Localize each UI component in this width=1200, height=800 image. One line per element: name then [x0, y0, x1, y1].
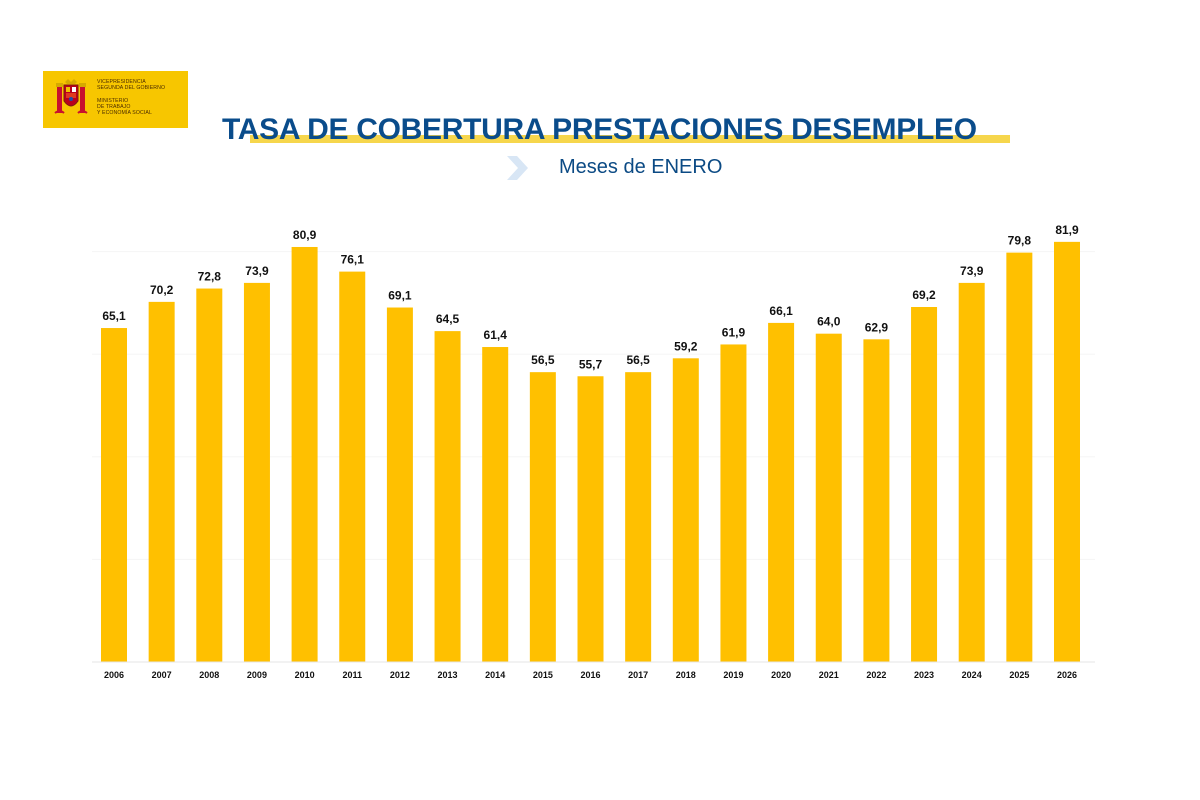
- value-label-2007: 70,2: [150, 283, 174, 297]
- bar-2018: [672, 358, 699, 662]
- bar-2008: [196, 288, 223, 662]
- x-tick-label-2026: 2026: [1057, 670, 1077, 680]
- bar-2016: [577, 376, 604, 662]
- x-tick-label-2023: 2023: [914, 670, 934, 680]
- x-tick-label-2022: 2022: [866, 670, 886, 680]
- x-tick-label-2012: 2012: [390, 670, 410, 680]
- value-label-2024: 73,9: [960, 264, 984, 278]
- logo-line-3: MINISTERIO: [97, 98, 129, 104]
- value-label-2013: 64,5: [436, 312, 460, 326]
- value-label-2023: 69,2: [912, 288, 936, 302]
- title-highlight: [250, 135, 1010, 143]
- value-label-2019: 61,9: [722, 325, 746, 339]
- x-tick-label-2008: 2008: [199, 670, 219, 680]
- logo-line-2: SEGUNDA DEL GOBIERNO: [97, 85, 166, 91]
- bar-2009: [243, 282, 270, 662]
- chevron-right-icon: [507, 156, 528, 180]
- bar-2015: [529, 372, 556, 662]
- value-label-2008: 72,8: [198, 270, 222, 284]
- bar-2007: [148, 301, 175, 662]
- x-tick-label-2019: 2019: [723, 670, 743, 680]
- x-tick-label-2010: 2010: [295, 670, 315, 680]
- bar-2024: [958, 282, 985, 662]
- x-tick-label-2018: 2018: [676, 670, 696, 680]
- government-logo: VICEPRESIDENCIA SEGUNDA DEL GOBIERNO MIN…: [43, 71, 188, 128]
- value-labels-layer: 65,1 70,2 72,8 73,9 80,9 76,1 69,1 64,5 61,4 56,5…: [102, 223, 1079, 371]
- x-tick-label-2021: 2021: [819, 670, 839, 680]
- chart-subtitle: Meses de ENERO: [559, 156, 723, 178]
- x-tick-label-2007: 2007: [152, 670, 172, 680]
- x-tick-label-2016: 2016: [580, 670, 600, 680]
- bar-2014: [482, 347, 509, 662]
- bar-2017: [625, 372, 652, 662]
- value-label-2017: 56,5: [626, 353, 650, 367]
- value-label-2016: 55,7: [579, 357, 603, 371]
- x-tick-label-2024: 2024: [962, 670, 982, 680]
- x-tick-label-2013: 2013: [438, 670, 458, 680]
- value-label-2025: 79,8: [1008, 234, 1032, 248]
- logo-line-5: Y ECONOMÍA SOCIAL: [97, 110, 152, 116]
- logo-line-4: DE TRABAJO: [97, 104, 131, 110]
- value-label-2020: 66,1: [769, 304, 793, 318]
- x-tick-label-2017: 2017: [628, 670, 648, 680]
- bar-2021: [815, 333, 842, 662]
- x-tick-labels-layer: 2006 2007 2008 2009 2010 2011 2012 2013 2014 2015…: [104, 670, 1077, 680]
- x-tick-label-2011: 2011: [342, 670, 362, 680]
- bar-2010: [291, 246, 318, 662]
- x-tick-label-2014: 2014: [485, 670, 505, 680]
- bar-2012: [386, 307, 413, 662]
- spain-coat-of-arms-icon: [54, 79, 88, 114]
- subtitle-row: Meses de ENERO: [505, 154, 765, 182]
- value-label-2026: 81,9: [1055, 223, 1079, 237]
- x-tick-label-2009: 2009: [247, 670, 267, 680]
- bar-2011: [339, 271, 366, 662]
- chart-title: TASA DE COBERTURA PRESTACIONES DESEMPLEO: [222, 113, 977, 146]
- bar-2026: [1054, 241, 1080, 662]
- value-label-2010: 80,9: [293, 228, 317, 242]
- bar-2020: [768, 322, 795, 662]
- bar-2013: [434, 331, 461, 662]
- value-label-2011: 76,1: [341, 253, 365, 267]
- x-tick-label-2020: 2020: [771, 670, 791, 680]
- value-label-2022: 62,9: [865, 320, 889, 334]
- bar-2022: [863, 339, 890, 662]
- value-label-2018: 59,2: [674, 339, 698, 353]
- logo-line-1: VICEPRESIDENCIA: [97, 79, 146, 85]
- x-tick-label-2006: 2006: [104, 670, 124, 680]
- value-label-2009: 73,9: [245, 264, 269, 278]
- value-label-2006: 65,1: [102, 309, 126, 323]
- value-label-2021: 64,0: [817, 315, 841, 329]
- bar-2023: [911, 307, 938, 662]
- bar-2025: [1006, 252, 1033, 662]
- x-tick-label-2025: 2025: [1009, 670, 1029, 680]
- bar-2006: [101, 328, 127, 662]
- x-tick-label-2015: 2015: [533, 670, 553, 680]
- bar-2019: [720, 344, 747, 662]
- value-label-2012: 69,1: [388, 289, 412, 303]
- ministry-logo-text: VICEPRESIDENCIA SEGUNDA DEL GOBIERNO MIN…: [97, 79, 185, 116]
- bars-layer: [101, 241, 1080, 662]
- value-label-2014: 61,4: [484, 328, 508, 342]
- value-label-2015: 56,5: [531, 353, 555, 367]
- title-area: TASA DE COBERTURA PRESTACIONES DESEMPLEO: [222, 112, 1022, 152]
